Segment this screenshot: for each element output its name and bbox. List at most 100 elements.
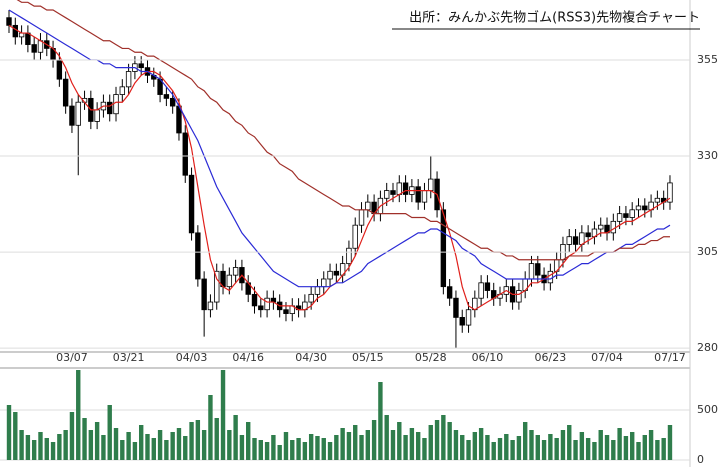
candle-body (308, 293, 314, 303)
volume-bar (441, 415, 446, 460)
volume-bar (353, 425, 358, 460)
volume-bar (6, 405, 12, 460)
candle-body (251, 293, 258, 307)
volume-bar (44, 438, 49, 460)
volume-bar (101, 435, 106, 460)
candle-body (188, 174, 195, 234)
candle-body (484, 282, 491, 291)
volume-bar (120, 440, 125, 460)
candle-body (12, 24, 18, 38)
volume-bar (138, 425, 144, 460)
volume-bar (189, 422, 194, 460)
candle-body (333, 270, 340, 276)
candle-body (169, 97, 176, 107)
candle-body (232, 267, 239, 276)
moving-average-line (16, 0, 670, 261)
candle-body (37, 40, 44, 53)
candle-body (528, 263, 535, 280)
candle-body (352, 224, 358, 249)
candle-body (579, 232, 585, 245)
candle-body (585, 232, 591, 238)
candle-body (182, 132, 188, 176)
candle-body (226, 274, 233, 288)
volume-bar (371, 420, 377, 460)
moving-average-line (8, 9, 671, 288)
x-tick-label: 06/10 (472, 351, 504, 364)
volume-bar (648, 430, 654, 460)
volume-bar (283, 432, 289, 460)
volume-bar (13, 412, 18, 460)
candle-body (195, 232, 201, 280)
candle-body (138, 63, 144, 69)
x-tick-label: 04/03 (176, 351, 208, 364)
volume-bar (642, 435, 647, 460)
candle-body (314, 286, 321, 295)
volume-bar (365, 430, 371, 460)
candle-body (459, 317, 465, 326)
price-plot (6, 0, 673, 349)
candle-body (264, 297, 270, 311)
volume-bar (667, 425, 673, 460)
volume-bar (214, 418, 219, 460)
volume-bar (378, 382, 383, 460)
volume-bar (409, 428, 415, 460)
volume-bar (434, 420, 440, 460)
volume-bar (510, 440, 515, 460)
volume-bar (170, 432, 175, 460)
candle-body (465, 309, 472, 326)
candle-body (446, 286, 453, 299)
candle-body (610, 220, 617, 234)
volume-bar (472, 432, 478, 460)
volume-bar (397, 422, 402, 460)
volume-bar (541, 440, 547, 460)
volume-bar (548, 434, 553, 460)
volume-bar (466, 440, 471, 460)
candle-body (113, 94, 119, 115)
volume-bar (151, 438, 156, 460)
volume-bar (346, 432, 352, 460)
volume-bar (252, 438, 257, 460)
x-tick-label: 05/28 (415, 351, 447, 364)
candle-body (428, 178, 434, 192)
volume-bar (661, 438, 666, 460)
candle-body (125, 71, 132, 88)
candle-body (616, 213, 623, 222)
candle-body (516, 290, 522, 303)
volume-bar (233, 415, 238, 460)
candle-body (383, 190, 390, 199)
volume-bar (82, 418, 87, 460)
volume-bar (145, 434, 150, 460)
volume-bar (264, 442, 270, 460)
candle-body (358, 209, 365, 226)
candle-body (107, 101, 113, 115)
candle-body (598, 224, 604, 230)
chart-title: 出所：みんかぶ先物ゴム(RSS3)先物複合チャート (409, 10, 700, 26)
candle-body (6, 17, 12, 26)
candle-body (283, 309, 289, 314)
candle-body (440, 209, 447, 288)
volume-bar (655, 440, 660, 460)
volume-bar (359, 435, 364, 460)
volume-bar (50, 442, 56, 460)
candle-body (453, 297, 459, 318)
candle-body (25, 32, 31, 45)
candle-body (535, 263, 541, 276)
volume-bar (19, 430, 24, 460)
candle-body (642, 205, 648, 211)
candle-body (415, 186, 421, 203)
candle-body (62, 78, 69, 107)
volume-bar (31, 440, 37, 460)
volume-bar (390, 430, 396, 460)
candle-body (572, 236, 579, 245)
candle-body (478, 282, 484, 299)
volume-bar (94, 422, 100, 460)
candle-body (623, 213, 629, 218)
volume-bar (617, 428, 622, 460)
x-tick-label: 04/16 (232, 351, 264, 364)
volume-bar (334, 435, 339, 460)
volume-bar (453, 430, 459, 460)
candle-body (75, 101, 81, 126)
candle-body (94, 109, 100, 122)
volume-bar (522, 422, 528, 460)
candle-body (629, 209, 635, 218)
